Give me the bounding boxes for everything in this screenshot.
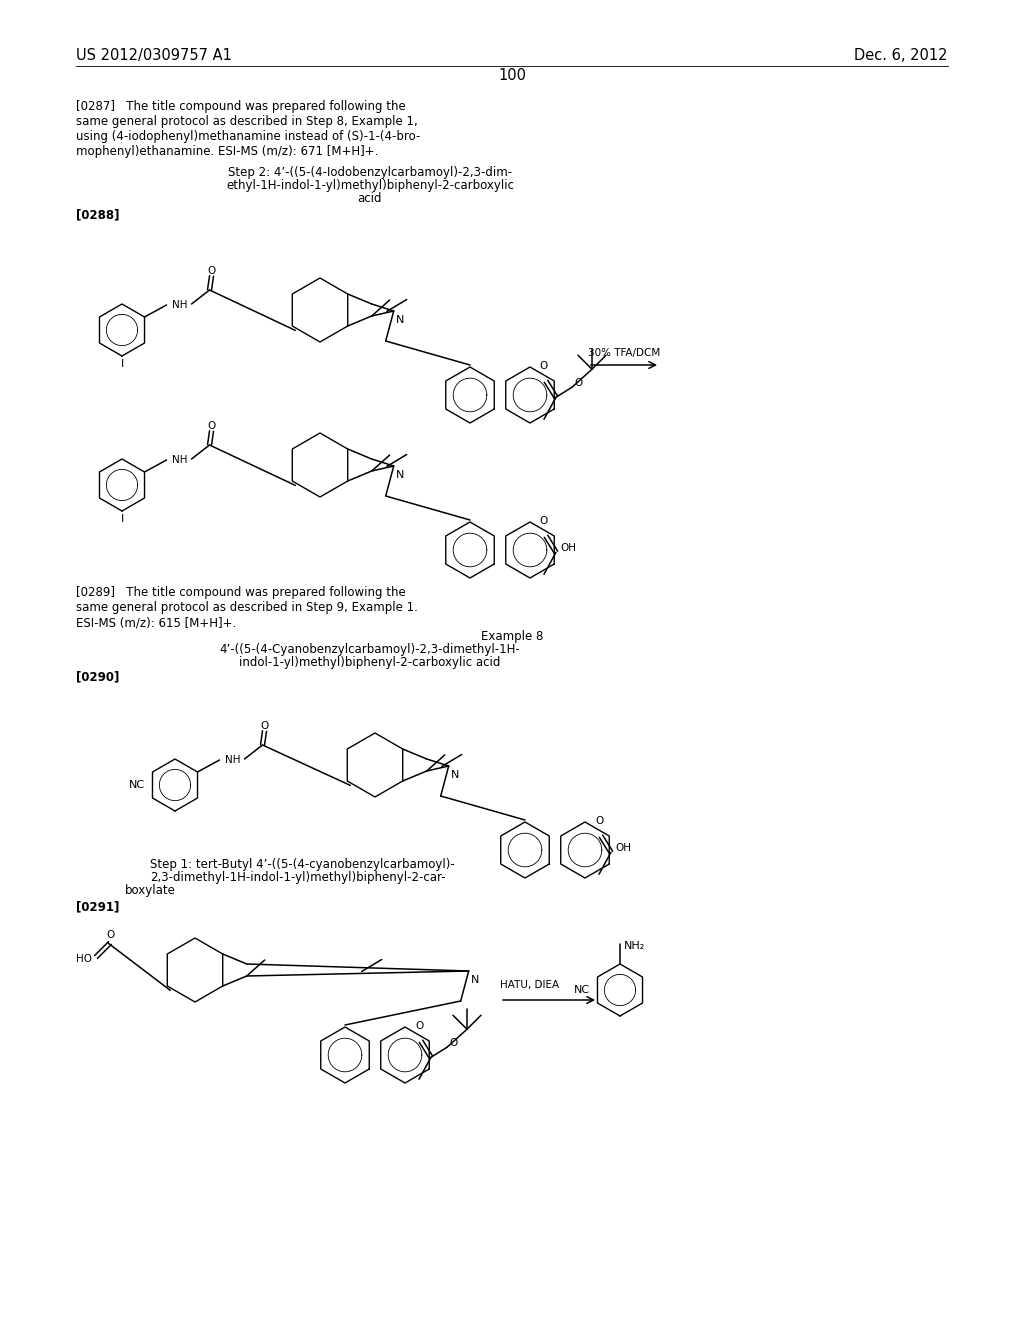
Text: NH: NH xyxy=(224,755,240,766)
Text: O: O xyxy=(208,421,216,432)
Text: N: N xyxy=(471,975,479,985)
Text: boxylate: boxylate xyxy=(125,884,175,898)
Text: O: O xyxy=(106,931,115,940)
Text: [0290]: [0290] xyxy=(76,671,120,682)
Text: 2,3-dimethyl-1H-indol-1-yl)methyl)biphenyl-2-car-: 2,3-dimethyl-1H-indol-1-yl)methyl)biphen… xyxy=(150,871,445,884)
Text: ethyl-1H-indol-1-yl)methyl)biphenyl-2-carboxylic: ethyl-1H-indol-1-yl)methyl)biphenyl-2-ca… xyxy=(226,180,514,191)
Text: I: I xyxy=(121,513,124,524)
Text: acid: acid xyxy=(357,191,382,205)
Text: HO: HO xyxy=(76,954,92,964)
Text: NC: NC xyxy=(573,985,590,995)
Text: [0288]: [0288] xyxy=(76,209,120,220)
Text: 30% TFA/DCM: 30% TFA/DCM xyxy=(588,348,660,358)
Text: HATU, DIEA: HATU, DIEA xyxy=(500,979,559,990)
Text: OH: OH xyxy=(615,843,631,853)
Text: US 2012/0309757 A1: US 2012/0309757 A1 xyxy=(76,48,231,63)
Text: [0287]   The title compound was prepared following the
same general protocol as : [0287] The title compound was prepared f… xyxy=(76,100,421,158)
Text: N: N xyxy=(395,470,404,480)
Text: O: O xyxy=(449,1039,458,1048)
Text: O: O xyxy=(574,379,583,388)
Text: indol-1-yl)methyl)biphenyl-2-carboxylic acid: indol-1-yl)methyl)biphenyl-2-carboxylic … xyxy=(240,656,501,669)
Text: Example 8: Example 8 xyxy=(481,630,543,643)
Text: O: O xyxy=(540,516,548,527)
Text: O: O xyxy=(540,362,548,371)
Text: NH: NH xyxy=(171,455,187,465)
Text: O: O xyxy=(260,721,268,731)
Text: NH₂: NH₂ xyxy=(624,941,645,950)
Text: N: N xyxy=(395,315,404,325)
Text: 4’-((5-(4-Cyanobenzylcarbamoyl)-2,3-dimethyl-1H-: 4’-((5-(4-Cyanobenzylcarbamoyl)-2,3-dime… xyxy=(219,643,520,656)
Text: OH: OH xyxy=(560,544,575,553)
Text: O: O xyxy=(208,267,216,276)
Text: NH: NH xyxy=(171,300,187,310)
Text: NC: NC xyxy=(129,780,145,789)
Text: Step 2: 4’-((5-(4-Iodobenzylcarbamoyl)-2,3-dim-: Step 2: 4’-((5-(4-Iodobenzylcarbamoyl)-2… xyxy=(228,166,512,180)
Text: 100: 100 xyxy=(498,69,526,83)
Text: O: O xyxy=(595,816,603,826)
Text: O: O xyxy=(415,1022,423,1031)
Text: Dec. 6, 2012: Dec. 6, 2012 xyxy=(854,48,948,63)
Text: [0291]: [0291] xyxy=(76,900,120,913)
Text: N: N xyxy=(451,770,459,780)
Text: I: I xyxy=(121,359,124,370)
Text: Step 1: tert-Butyl 4’-((5-(4-cyanobenzylcarbamoyl)-: Step 1: tert-Butyl 4’-((5-(4-cyanobenzyl… xyxy=(150,858,455,871)
Text: [0289]   The title compound was prepared following the
same general protocol as : [0289] The title compound was prepared f… xyxy=(76,586,418,630)
